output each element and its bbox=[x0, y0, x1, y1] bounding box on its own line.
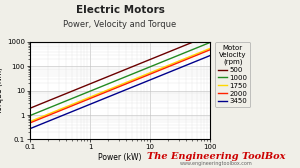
1000 bbox=[135, 71, 139, 73]
2000 bbox=[29, 122, 32, 124]
2000 bbox=[28, 122, 32, 124]
2000 bbox=[135, 78, 139, 80]
3450 bbox=[208, 55, 212, 57]
Line: 500: 500 bbox=[30, 35, 210, 108]
3450 bbox=[29, 127, 32, 129]
Line: 3450: 3450 bbox=[30, 56, 210, 129]
1750 bbox=[138, 76, 142, 78]
2000 bbox=[208, 49, 212, 51]
3450 bbox=[135, 84, 139, 86]
3450 bbox=[191, 61, 195, 64]
Text: Electric Motors: Electric Motors bbox=[76, 5, 164, 15]
1000 bbox=[191, 48, 195, 50]
500 bbox=[135, 64, 139, 66]
500 bbox=[28, 107, 32, 109]
500 bbox=[180, 46, 184, 48]
500 bbox=[191, 41, 195, 43]
2000 bbox=[135, 79, 138, 81]
3450 bbox=[180, 66, 184, 68]
1750 bbox=[191, 54, 195, 56]
1750 bbox=[29, 120, 32, 122]
1750 bbox=[208, 47, 212, 49]
X-axis label: Power (kW): Power (kW) bbox=[98, 153, 142, 162]
Legend: 500, 1000, 1750, 2000, 3450: 500, 1000, 1750, 2000, 3450 bbox=[215, 42, 250, 107]
2000 bbox=[138, 77, 142, 79]
1000 bbox=[180, 53, 184, 55]
Y-axis label: Torque (Nm): Torque (Nm) bbox=[0, 67, 4, 114]
1750 bbox=[180, 59, 184, 61]
Line: 1000: 1000 bbox=[30, 43, 210, 116]
Text: www.engineeringtoolbox.com: www.engineeringtoolbox.com bbox=[180, 161, 252, 166]
1750 bbox=[135, 77, 139, 79]
1750 bbox=[28, 120, 32, 122]
500 bbox=[138, 62, 142, 65]
3450 bbox=[28, 128, 32, 130]
1000 bbox=[28, 115, 32, 117]
3450 bbox=[135, 84, 138, 86]
1750 bbox=[135, 77, 138, 79]
3450 bbox=[138, 83, 142, 85]
2000 bbox=[180, 60, 184, 62]
2000 bbox=[191, 56, 195, 58]
Line: 1750: 1750 bbox=[30, 48, 210, 121]
1000 bbox=[29, 114, 32, 116]
500 bbox=[135, 64, 138, 66]
1000 bbox=[135, 71, 138, 73]
500 bbox=[208, 34, 212, 36]
500 bbox=[29, 107, 32, 109]
1000 bbox=[138, 70, 142, 72]
Text: The Engineering ToolBox: The Engineering ToolBox bbox=[147, 152, 285, 161]
Line: 2000: 2000 bbox=[30, 50, 210, 123]
1000 bbox=[208, 41, 212, 44]
Text: Power, Velocity and Torque: Power, Velocity and Torque bbox=[63, 20, 177, 29]
